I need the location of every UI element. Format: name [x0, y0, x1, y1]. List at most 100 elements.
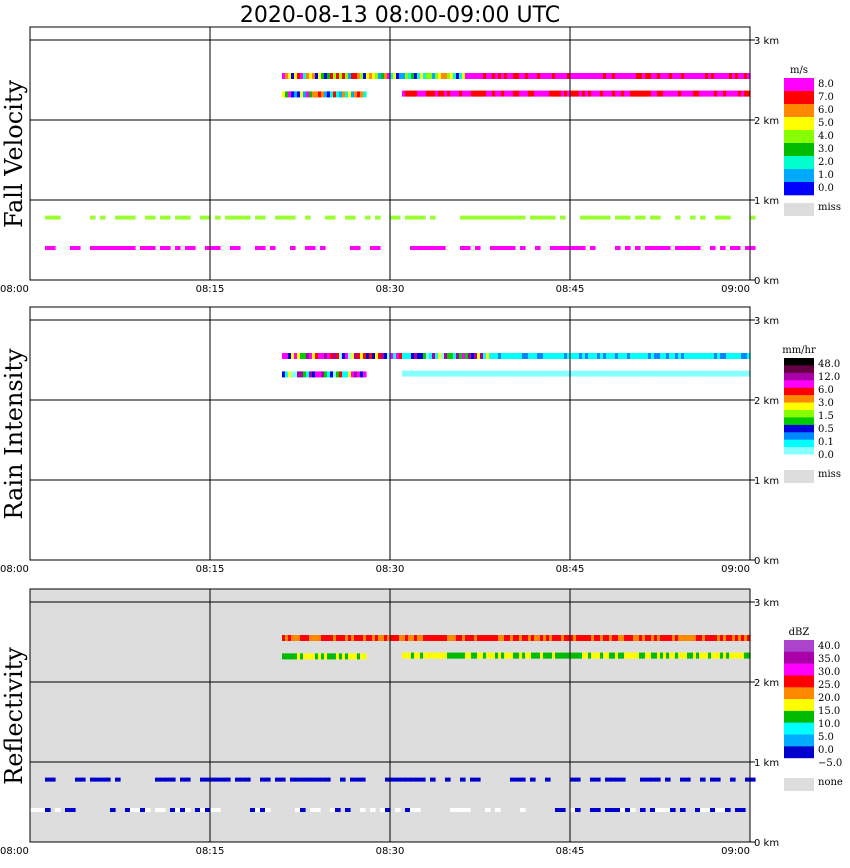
data-cell	[504, 73, 508, 79]
data-cell	[513, 635, 517, 641]
data-cell	[70, 808, 76, 812]
data-cell	[378, 73, 382, 79]
data-cell	[285, 353, 289, 359]
data-cell	[336, 653, 340, 660]
data-cell	[621, 370, 625, 377]
data-cell	[570, 370, 574, 377]
data-cell	[297, 353, 301, 359]
data-cell	[475, 215, 481, 220]
y-tick-label: 2 km	[754, 116, 779, 127]
data-cell	[291, 73, 295, 79]
data-cell	[738, 635, 742, 641]
data-cell	[680, 808, 686, 812]
data-cell	[710, 777, 716, 782]
data-cell	[660, 635, 664, 641]
data-cell	[335, 808, 341, 812]
data-cell	[747, 635, 751, 641]
data-cell	[510, 652, 514, 659]
data-cell	[342, 73, 346, 79]
data-cell	[220, 777, 226, 782]
data-cell	[288, 91, 292, 98]
data-cell	[741, 90, 745, 97]
data-cell	[696, 370, 700, 377]
data-cell	[651, 635, 655, 641]
data-cell	[360, 635, 364, 641]
data-cell	[210, 246, 216, 250]
data-cell	[447, 353, 451, 359]
data-cell	[450, 90, 454, 97]
y-tick-label: 1 km	[754, 758, 779, 769]
data-cell	[160, 246, 166, 250]
data-cell	[318, 91, 322, 98]
data-cell	[552, 370, 556, 377]
data-cell	[486, 73, 490, 79]
data-cell	[666, 635, 670, 641]
data-cell	[507, 90, 511, 97]
data-cell	[648, 90, 652, 97]
data-cell	[546, 73, 550, 79]
data-cell	[291, 653, 295, 660]
data-cell	[435, 73, 439, 79]
legend-miss-swatch	[784, 203, 814, 216]
data-cell	[567, 90, 571, 97]
legend-label: 20.0	[818, 693, 840, 704]
data-cell	[625, 246, 631, 250]
data-cell	[714, 370, 718, 377]
data-cell	[726, 73, 730, 79]
data-cell	[711, 90, 715, 97]
data-cell	[489, 370, 493, 377]
data-cell	[726, 370, 730, 377]
data-cell	[537, 73, 541, 79]
data-cell	[306, 353, 310, 359]
data-cell	[285, 635, 289, 641]
data-cell	[345, 808, 351, 812]
data-cell	[681, 652, 685, 659]
data-cell	[573, 353, 577, 359]
data-cell	[576, 652, 580, 659]
data-cell	[474, 73, 478, 79]
data-cell	[255, 215, 261, 220]
data-cell	[312, 371, 316, 378]
data-cell	[471, 370, 475, 377]
data-cell	[639, 635, 643, 641]
data-cell	[651, 370, 655, 377]
data-cell	[470, 215, 476, 220]
data-cell	[480, 353, 484, 359]
data-cell	[534, 90, 538, 97]
data-cell	[441, 652, 445, 659]
data-cell	[45, 215, 51, 220]
legend-unit: mm/hr	[782, 345, 816, 356]
data-cell	[672, 635, 676, 641]
legend-label: 30.0	[818, 667, 840, 678]
data-cell	[516, 652, 520, 659]
data-cell	[140, 808, 146, 812]
data-cell	[627, 353, 631, 359]
data-cell	[321, 653, 325, 660]
data-cell	[576, 73, 580, 79]
data-cell	[750, 215, 756, 220]
data-cell	[591, 73, 595, 79]
data-cell	[462, 370, 466, 377]
data-cell	[414, 353, 418, 359]
data-cell	[45, 808, 51, 812]
data-cell	[687, 90, 691, 97]
data-cell	[312, 91, 316, 98]
data-cell	[609, 652, 613, 659]
data-cell	[615, 808, 621, 812]
data-cell	[432, 90, 436, 97]
data-cell	[720, 90, 724, 97]
data-cell	[615, 215, 621, 220]
legend-swatch	[784, 675, 814, 688]
data-cell	[230, 246, 236, 250]
data-cell	[130, 246, 136, 250]
data-cell	[450, 353, 454, 359]
data-cell	[636, 652, 640, 659]
data-cell	[492, 635, 496, 641]
data-cell	[411, 90, 415, 97]
legend-label: 0.5	[818, 424, 834, 435]
data-cell	[648, 353, 652, 359]
data-cell	[355, 246, 361, 250]
data-cell	[720, 370, 724, 377]
data-cell	[720, 246, 726, 250]
data-cell	[414, 73, 418, 79]
